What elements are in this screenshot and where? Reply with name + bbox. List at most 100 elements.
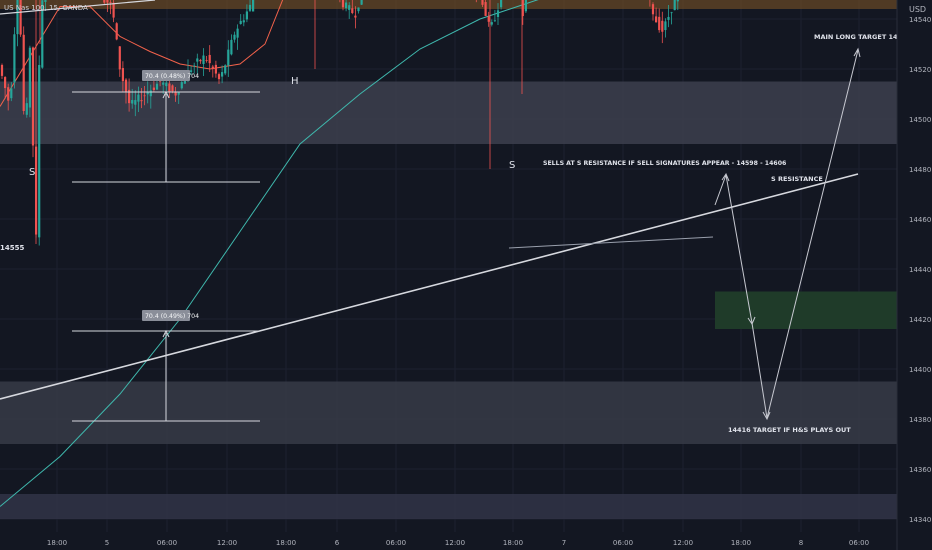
level-left-label: 14555 (0, 244, 24, 252)
candle-body (118, 46, 121, 70)
candle-body (354, 15, 357, 18)
candle-body (252, 0, 255, 12)
x-tick-label: 06:00 (386, 539, 406, 547)
zone-target-box (715, 291, 897, 329)
x-tick-label: 6 (335, 539, 340, 547)
candle-body (667, 16, 670, 20)
zone-demand (0, 81, 897, 144)
candle-body (196, 58, 199, 62)
y-tick-label: 14460 (909, 216, 931, 224)
candle-body (25, 103, 28, 115)
candle-body (208, 54, 211, 64)
candle-body (168, 83, 171, 93)
x-tick-label: 12:00 (445, 539, 465, 547)
candle-body (41, 0, 44, 68)
y-tick-label: 14420 (909, 316, 931, 324)
candle-body (651, 4, 655, 15)
candle-body (202, 55, 205, 64)
candle-body (4, 77, 7, 89)
measure-lower-label-box (142, 310, 190, 321)
candle-body (115, 23, 118, 40)
candle-body (16, 0, 19, 35)
measure-lower-label: 70.4 (0.49%) 704 (145, 313, 199, 320)
candle-body (239, 20, 242, 25)
candle-body (131, 99, 134, 104)
candle-body (112, 2, 115, 18)
y-tick-label: 14480 (909, 166, 931, 174)
candle-body (351, 8, 354, 14)
currency-label: USD (909, 5, 927, 14)
candle-body (661, 20, 664, 32)
y-tick-label: 14520 (909, 66, 931, 74)
rising-trendline (0, 173, 859, 400)
x-tick-label: 18:00 (276, 539, 296, 547)
candle-body (103, 0, 106, 3)
head-label: H (291, 76, 299, 87)
s-resistance-label: S RESISTANCE (771, 175, 823, 183)
x-tick-label: 12:00 (217, 539, 237, 547)
x-tick-label: 06:00 (157, 539, 177, 547)
x-tick-label: 5 (105, 539, 109, 547)
candle-body (22, 34, 25, 111)
candle-body (658, 16, 661, 31)
candle-body (128, 89, 131, 104)
candle-body (155, 83, 159, 90)
candle-body (348, 5, 351, 10)
candle-body (673, 0, 676, 11)
arrow-head (747, 316, 756, 326)
candle-body (106, 0, 109, 3)
y-tick-label: 14440 (909, 266, 931, 274)
candle-body (248, 4, 252, 11)
candle-body (13, 34, 16, 83)
zone-bottom (0, 494, 897, 519)
candle-body (524, 0, 527, 12)
candle-body (490, 22, 493, 25)
trendline-top (0, 0, 156, 15)
candle-body (217, 74, 221, 80)
candle-body (357, 7, 360, 12)
sells-note-label: SELLS AT S RESISTANCE IF SELL SIGNATURES… (543, 160, 786, 167)
x-tick-label: 7 (562, 539, 566, 547)
candle-body (670, 12, 673, 14)
candle-body (19, 0, 22, 35)
y-tick-label: 14340 (909, 516, 931, 524)
candle-body (224, 65, 227, 74)
candle-body (152, 87, 155, 91)
candle-body (140, 100, 143, 102)
x-tick-label: 06:00 (849, 539, 869, 547)
candle-body (149, 90, 152, 97)
candle-body (496, 10, 500, 17)
candle-body (28, 47, 31, 108)
zone-lower (0, 381, 897, 444)
candle-body (7, 87, 10, 101)
x-tick-label: 12:00 (673, 539, 693, 547)
hs-target-label: 14416 TARGET IF H&S PLAYS OUT (728, 426, 851, 434)
moving-averages (0, 0, 539, 507)
y-tick-label: 14500 (909, 116, 931, 124)
candle-body (341, 0, 345, 8)
candle-body (236, 28, 239, 38)
candle-body (521, 0, 524, 17)
shoulder-right-label: S (509, 160, 515, 171)
candle-body (676, 0, 679, 2)
candle-body (143, 95, 146, 97)
arrow-head (853, 47, 861, 58)
candle-body (146, 92, 149, 95)
zone-support-orange (0, 0, 897, 9)
candle-body (109, 2, 112, 3)
candle-body (10, 88, 13, 99)
y-tick-label: 14540 (909, 16, 931, 24)
candle-body (31, 47, 35, 146)
candle-body (481, 0, 484, 5)
candle-body (38, 64, 41, 238)
y-tick-label: 14380 (909, 416, 931, 424)
candle-body (345, 2, 348, 9)
candle-body (245, 11, 248, 20)
y-axis: 1472014700146801466014640146201460014580… (896, 0, 932, 550)
arrow-head (162, 329, 170, 338)
candle-body (190, 70, 193, 72)
candle-body (165, 82, 168, 87)
candle-body (121, 68, 124, 82)
candle-body (199, 59, 202, 62)
